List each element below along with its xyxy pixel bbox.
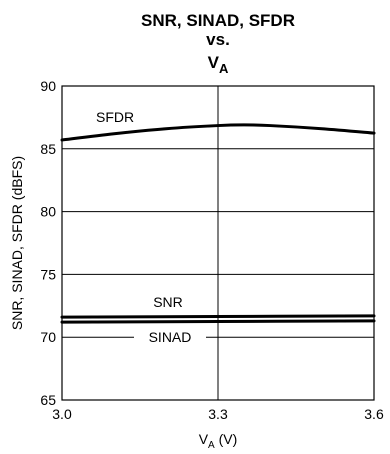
x-tick-label-3: 3.0 (52, 406, 72, 422)
title-var-sub: A (219, 61, 229, 76)
y-tick-label-90: 90 (40, 78, 56, 94)
y-axis-label: SNR, SINAD, SFDR (dBFS) (9, 156, 25, 330)
series-line-sinad (60, 319, 376, 324)
y-tick-label-65: 65 (40, 392, 56, 408)
x-axis-label-sub: A (208, 440, 215, 451)
plot-frame (61, 85, 375, 401)
chart-title-line-2: vs. (206, 30, 230, 49)
series-label-sinad: SINAD (149, 329, 192, 345)
y-tick-label-80: 80 (40, 204, 56, 220)
series-label-bg-sinad (134, 328, 206, 347)
x-axis-label: VA (V) (199, 431, 238, 451)
title-var: V (208, 53, 220, 72)
grid (62, 86, 374, 400)
tick-labels: 65 70 75 80 85 90 3.0 3.3 3.6 (40, 78, 384, 422)
series-label-snr: SNR (153, 294, 183, 310)
series-lines (60, 123, 376, 324)
y-tick-label-75: 75 (40, 266, 56, 282)
chart-title-line-3: VA (208, 53, 229, 76)
series-labels: SFDR SNR SINAD (96, 109, 206, 347)
chart-title-line-1: SNR, SINAD, SFDR (141, 11, 295, 30)
y-tick-label-70: 70 (40, 329, 56, 345)
y-tick-label-85: 85 (40, 141, 56, 157)
x-tick-label-3.6: 3.6 (364, 406, 384, 422)
series-line-sfdr (60, 123, 376, 142)
series-label-sfdr: SFDR (96, 109, 134, 125)
x-axis-label-var: V (199, 431, 209, 447)
x-tick-label-3.3: 3.3 (208, 406, 228, 422)
x-axis-label-unit: (V) (215, 431, 238, 447)
series-line-snr (60, 314, 376, 319)
